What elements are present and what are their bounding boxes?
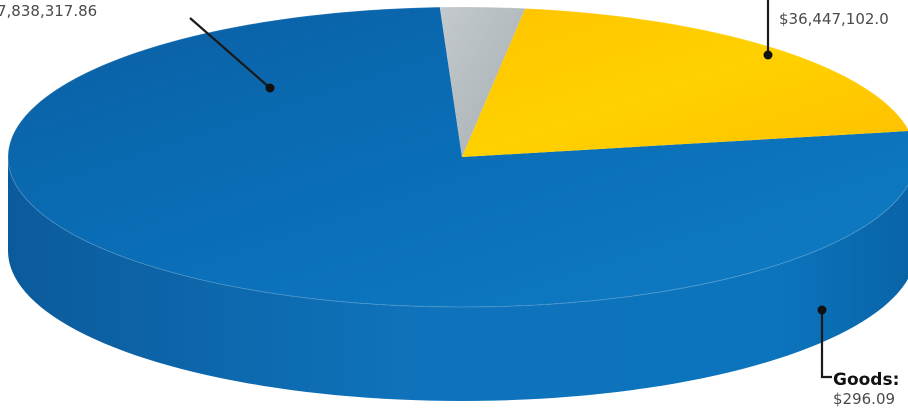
leader-dot-1 xyxy=(265,83,275,93)
pie-rim xyxy=(7,6,908,308)
leader-dot-2 xyxy=(763,50,773,60)
callout-slice-3: Goods: $296.09 xyxy=(833,370,899,408)
leader-dot-3 xyxy=(817,305,827,315)
callout-value: $296.09 xyxy=(833,390,896,408)
pie-slice-2 xyxy=(439,7,526,158)
callout-value: 7,838,317.86 xyxy=(0,2,98,20)
pie-tops xyxy=(7,6,908,308)
callout-slice-1: 7,838,317.86 xyxy=(0,2,97,20)
leader-line-3 xyxy=(820,310,832,379)
callout-slice-2: $36,447,102.0 xyxy=(779,10,889,28)
callout-label: Goods: xyxy=(833,370,900,390)
pie-slice-3 xyxy=(462,8,908,157)
pie-side-1 xyxy=(8,157,908,401)
leader-line-1 xyxy=(189,17,271,89)
pie-slice-1 xyxy=(8,7,908,307)
callout-value: $36,447,102.0 xyxy=(779,10,889,28)
callout-leaders xyxy=(189,0,832,379)
pie-sides xyxy=(8,157,908,401)
